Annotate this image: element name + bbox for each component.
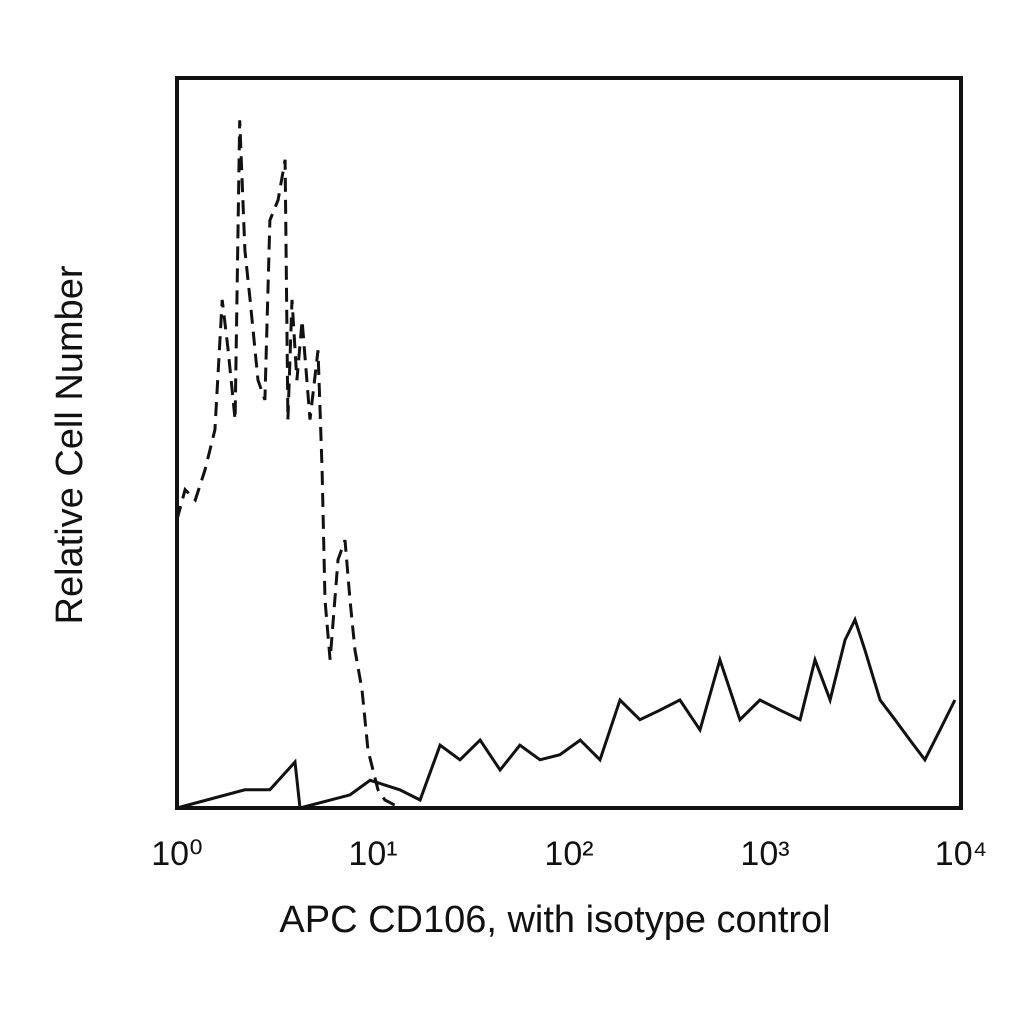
- x-tick-label: 10⁴: [935, 835, 987, 873]
- x-tick-label: 10⁰: [151, 835, 202, 873]
- histogram-line: [175, 120, 401, 810]
- x-axis-title: APC CD106, with isotype control: [279, 899, 830, 941]
- x-tick-label: 10³: [740, 835, 789, 873]
- x-tick-label: 10¹: [348, 835, 397, 873]
- y-axis-title: Relative Cell Number: [49, 265, 91, 624]
- histogram-line: [176, 615, 957, 810]
- plot-frame: [175, 76, 963, 810]
- x-tick-label: 10²: [544, 835, 593, 873]
